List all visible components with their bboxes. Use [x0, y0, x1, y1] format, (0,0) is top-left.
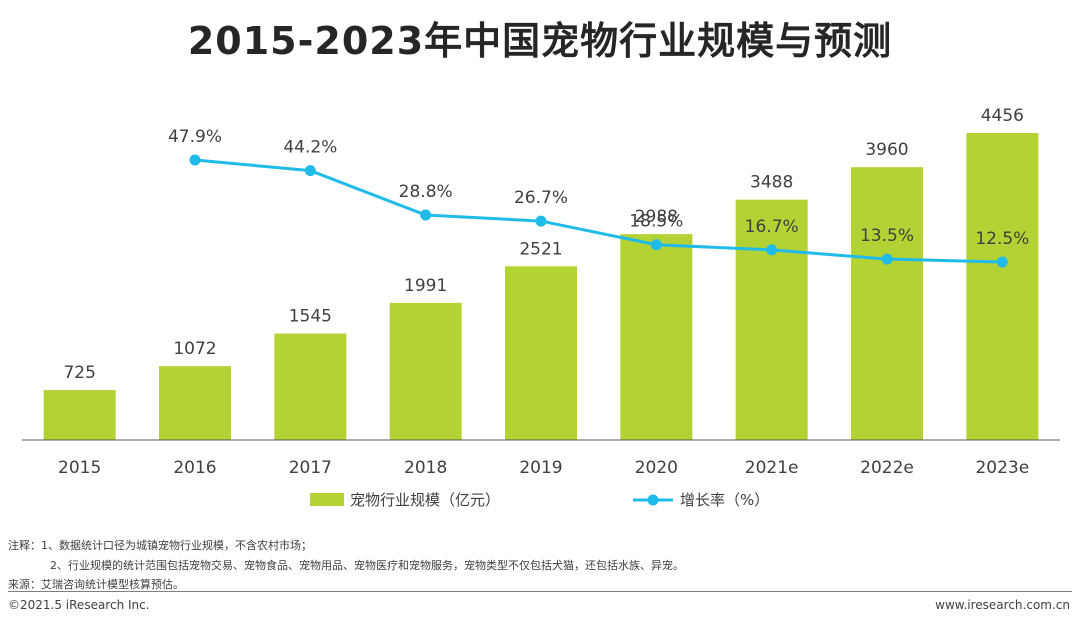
growth-rate-point [881, 253, 893, 265]
growth-rate-point [535, 215, 547, 227]
growth-rate-label: 44.2% [283, 138, 337, 158]
growth-rate-point [650, 239, 662, 251]
growth-rate-label: 26.7% [514, 188, 568, 208]
copyright-text: ©2021.5 iResearch Inc. [8, 598, 150, 612]
bar-2017 [274, 333, 347, 440]
x-tick-label: 2015 [58, 458, 101, 478]
bar-value-label: 1991 [404, 276, 447, 296]
bar-value-label: 725 [63, 363, 95, 383]
growth-rate-label: 18.5% [629, 212, 683, 232]
chart-title: 2015-2023年中国宠物行业规模与预测 [187, 19, 893, 63]
site-url: www.iresearch.com.cn [935, 598, 1070, 612]
x-tick-label: 2019 [519, 458, 562, 478]
growth-rate-label: 13.5% [860, 226, 914, 246]
bar-2021e [735, 199, 808, 440]
note-line-2: 2、行业规模的统计范围包括宠物交易、宠物食品、宠物用品、宠物医疗和宠物服务，宠物… [50, 559, 684, 572]
bar-value-label: 2988 [635, 207, 678, 227]
growth-rate-line [194, 158, 1003, 264]
x-tick-label: 2018 [404, 458, 447, 478]
bar-2018 [389, 302, 462, 440]
bar-value-label: 3960 [865, 140, 908, 160]
legend-line-label: 增长率（%） [680, 491, 769, 509]
bar-value-label: 1072 [173, 339, 216, 359]
growth-rate-label: 28.8% [399, 182, 453, 202]
bar-2022e [851, 167, 923, 440]
note-line-1: 注释：1、数据统计口径为城镇宠物行业规模，不含农村市场； [8, 539, 312, 552]
x-tick-label: 2017 [289, 458, 332, 478]
bar-value-label: 1545 [289, 307, 332, 327]
footer-divider [8, 591, 1072, 592]
growth-rate-label: 47.9% [168, 127, 222, 147]
bar-value-label: 4456 [981, 106, 1024, 126]
growth-rate-point [420, 209, 432, 221]
growth-rate-point [304, 165, 316, 177]
x-tick-label: 2022e [860, 458, 914, 478]
growth-rate-point [996, 256, 1008, 268]
growth-rate-point [766, 244, 778, 256]
bar-2015 [43, 390, 116, 440]
growth-rate-label: 16.7% [745, 217, 799, 237]
x-tick-label: 2021e [745, 458, 799, 478]
x-tick-label: 2020 [635, 458, 678, 478]
legend-bar-label: 宠物行业规模（亿元） [350, 491, 500, 509]
growth-rate-point [189, 154, 201, 166]
bar-2020 [620, 234, 693, 440]
bar-2016 [159, 366, 231, 440]
bar-value-label: 3488 [750, 173, 793, 193]
x-tick-label: 2016 [173, 458, 216, 478]
legend-line-marker [647, 494, 659, 506]
x-tick-label: 2023e [975, 458, 1029, 478]
bar-2019 [505, 266, 577, 440]
bar-value-label: 2521 [519, 239, 562, 259]
growth-rate-label: 12.5% [975, 229, 1029, 249]
source-line: 来源：艾瑞咨询统计模型核算预估。 [8, 578, 184, 591]
bar-2023e [966, 133, 1039, 440]
legend-bar-swatch [310, 493, 344, 506]
